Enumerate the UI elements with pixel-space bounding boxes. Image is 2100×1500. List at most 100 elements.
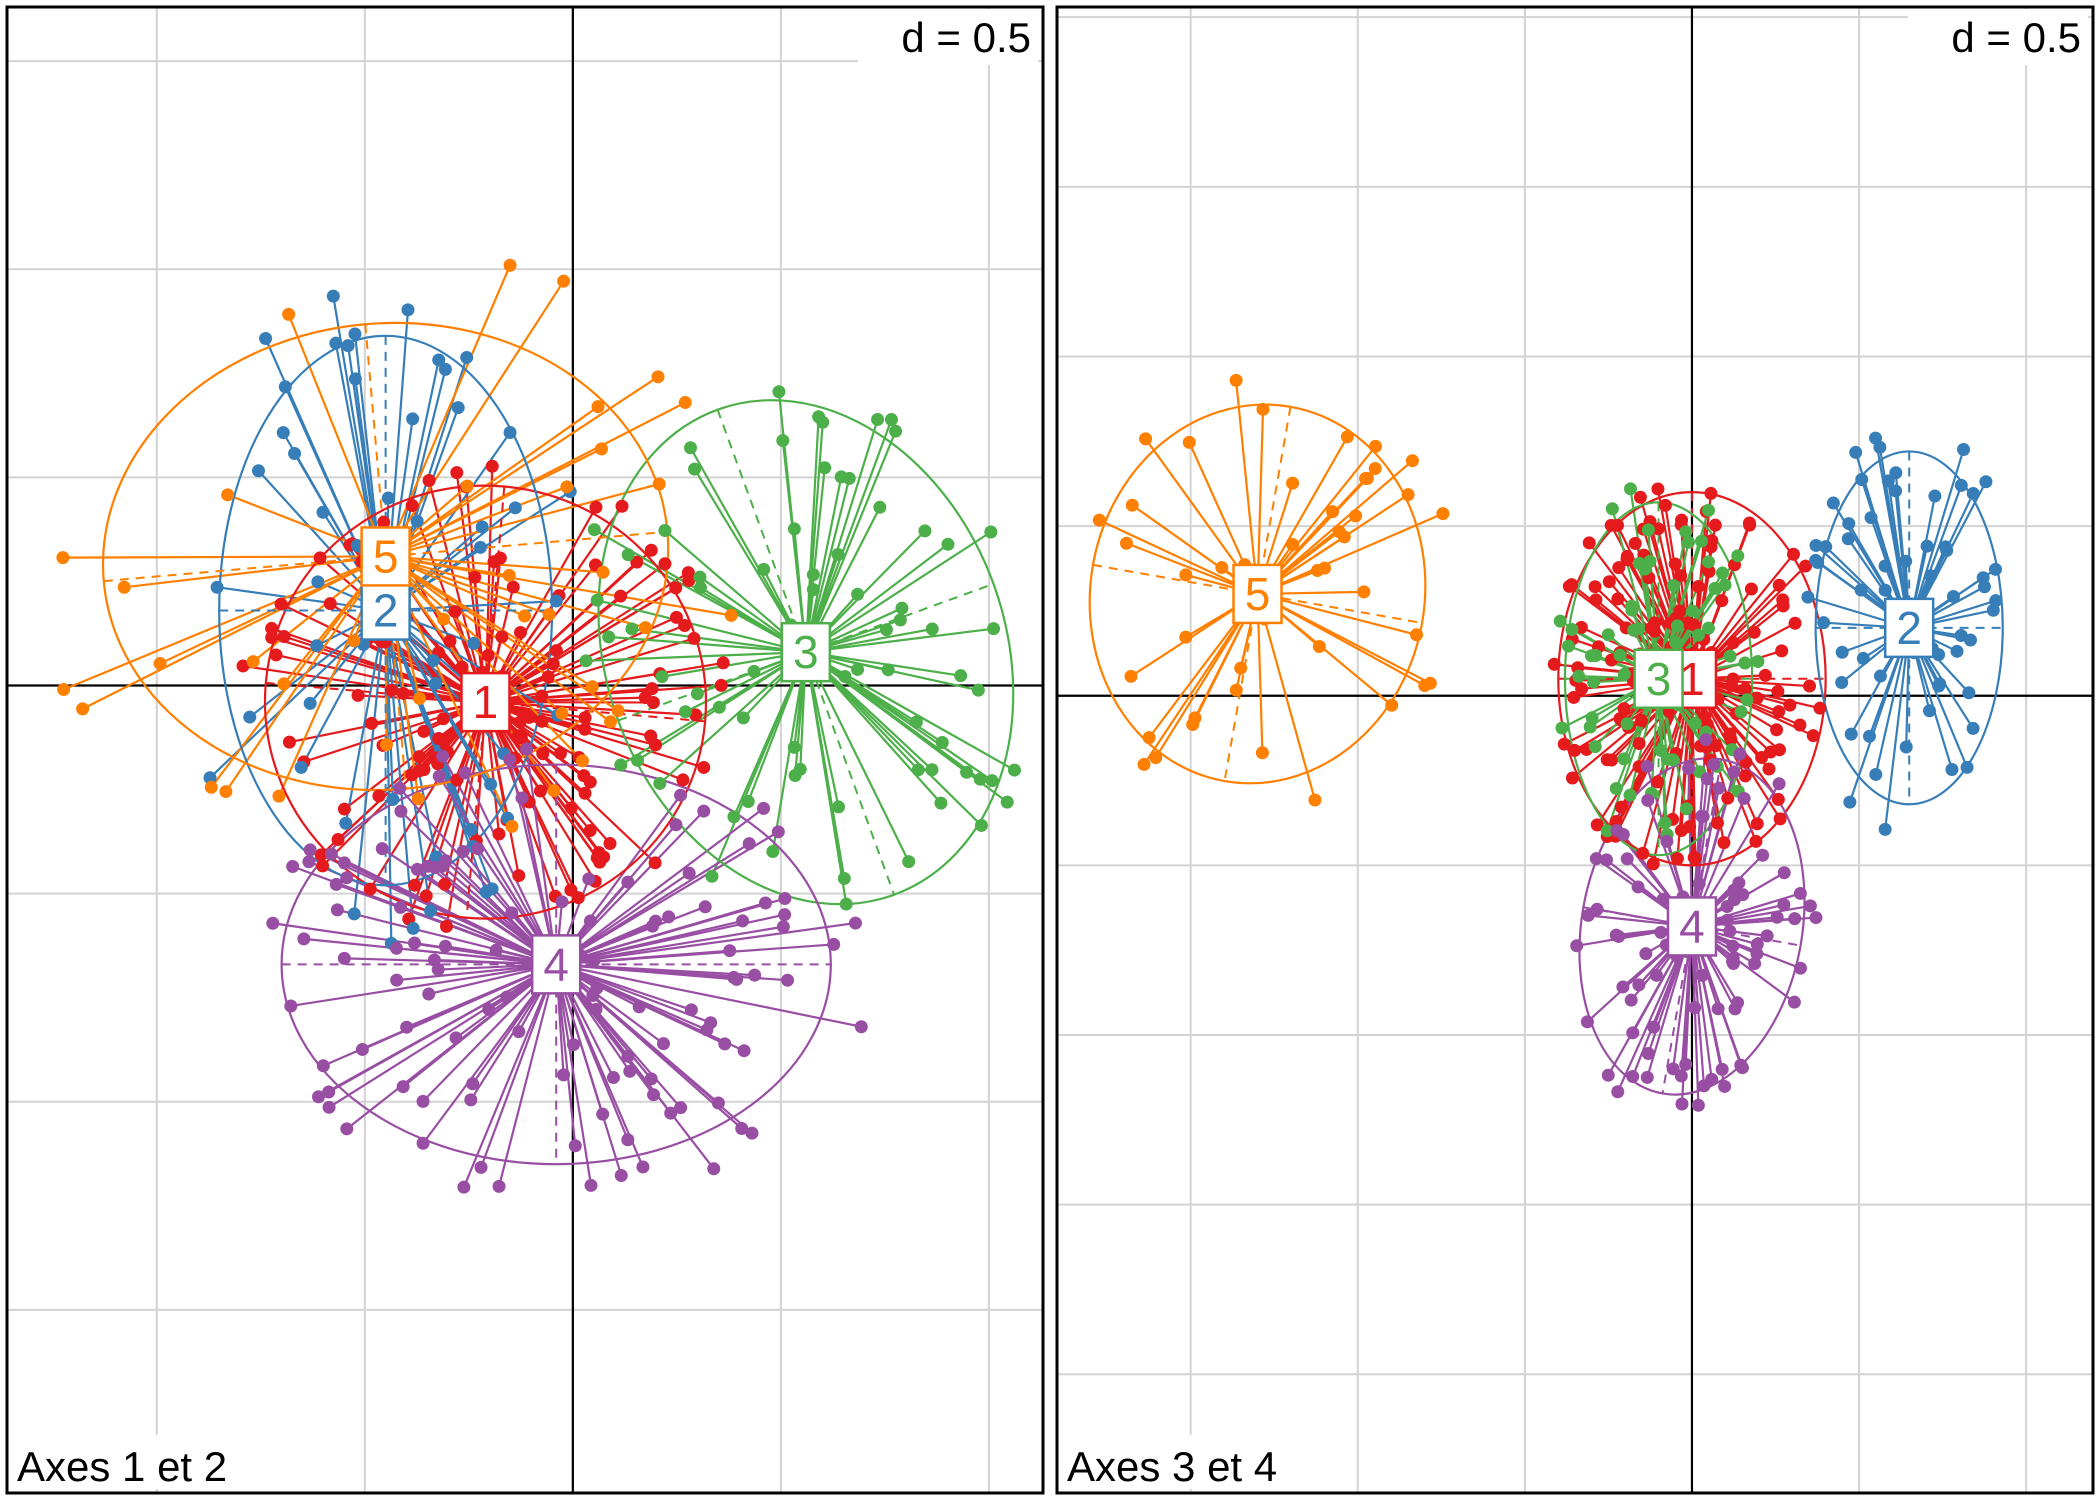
class-2-ray xyxy=(385,609,559,717)
class-1-point xyxy=(405,768,419,782)
class-3-point xyxy=(1666,578,1680,592)
class-2-point xyxy=(1988,562,2002,576)
class-5-ray xyxy=(82,555,387,710)
class-1-point xyxy=(1683,820,1697,834)
class-2-point xyxy=(1817,616,1831,630)
class-5-point xyxy=(1332,525,1346,539)
class-1-point xyxy=(1668,557,1682,571)
class-1-point xyxy=(1704,540,1718,554)
class-5-point xyxy=(1286,537,1300,551)
class-4-point xyxy=(1734,1058,1748,1072)
panel-axes-1-2: 1 2 3 4 5 d = 0.5 Axes 1 et 2 xyxy=(5,5,1045,1495)
class-1-point xyxy=(1772,743,1786,757)
class-4-point xyxy=(1715,1062,1729,1076)
class-1-point xyxy=(1738,682,1752,696)
class-3-point xyxy=(925,622,939,636)
class-1-point xyxy=(1721,791,1735,805)
class-1-point xyxy=(337,802,351,816)
class-3-point xyxy=(954,669,968,683)
class-label-box xyxy=(460,671,511,733)
class-2-point xyxy=(432,353,446,367)
class-4-point xyxy=(1793,961,1807,975)
class-4-point xyxy=(1626,1070,1640,1084)
class-1-point xyxy=(1786,547,1800,561)
class-1-point xyxy=(1770,723,1784,737)
class-4-point xyxy=(340,1122,354,1136)
class-4-point xyxy=(286,859,300,873)
class-3-ray xyxy=(710,651,807,877)
class-2-point xyxy=(1811,555,1825,569)
class-4-point xyxy=(324,847,338,861)
class-4-point xyxy=(1696,810,1710,824)
class-5-point xyxy=(502,568,516,582)
class-2-point xyxy=(1878,583,1892,597)
corner-label-background xyxy=(9,1435,279,1489)
class-4-point xyxy=(698,900,712,914)
class-1-point xyxy=(603,837,617,851)
class-2-point xyxy=(503,425,517,439)
class-4-ray xyxy=(290,963,557,1008)
class-1-point xyxy=(535,714,549,728)
class-label-text: 1 xyxy=(473,676,499,728)
class-2-point xyxy=(316,505,330,519)
class-4-point xyxy=(614,1168,628,1182)
class-5-point xyxy=(518,609,532,623)
class-1-point xyxy=(1565,771,1579,785)
class-3-point xyxy=(941,537,955,551)
class-4-point xyxy=(1666,1062,1680,1076)
class-1-point xyxy=(450,466,464,480)
class-4-point xyxy=(431,963,445,977)
class-5-point xyxy=(1229,373,1243,387)
class-4-ray xyxy=(555,963,720,1104)
class-4-point xyxy=(330,903,344,917)
class-3-point xyxy=(1738,656,1752,670)
class-1-point xyxy=(535,689,549,703)
class-4-point xyxy=(827,937,841,951)
class-5-point xyxy=(560,480,574,494)
class-4-point xyxy=(1631,880,1645,894)
class-4-point xyxy=(1640,1070,1654,1084)
class-3-point xyxy=(973,772,987,786)
class-4-ray xyxy=(400,810,557,966)
class-4-point xyxy=(500,990,514,1004)
class-5-point xyxy=(1137,757,1151,771)
class-1-point xyxy=(536,747,550,761)
class-2-point xyxy=(467,636,481,650)
class-1-point xyxy=(1708,518,1722,532)
class-4-point xyxy=(723,944,737,958)
class-1-point xyxy=(1750,691,1764,705)
class-1-point xyxy=(269,648,283,662)
class-1-point xyxy=(365,716,379,730)
panel-title-axes-1-2: Axes 1 et 2 xyxy=(17,1443,227,1490)
class-5-point xyxy=(1368,462,1382,476)
class-2-ray xyxy=(384,610,432,911)
class-2-point xyxy=(329,336,343,350)
class-2-point xyxy=(410,514,424,528)
class-4-point xyxy=(623,1064,637,1078)
class-2-point xyxy=(1844,727,1858,741)
class-1-point xyxy=(1772,705,1786,719)
class-1-point xyxy=(681,566,695,580)
class-5-ray xyxy=(385,555,550,616)
class-1-point xyxy=(571,891,585,905)
class-4-point xyxy=(355,1042,369,1056)
class-3-point xyxy=(1620,717,1634,731)
class-label-box xyxy=(1883,597,1935,659)
class-3-ray xyxy=(805,651,983,827)
class-5-point xyxy=(1229,683,1243,697)
class-1-point xyxy=(1614,800,1628,814)
class-3-point xyxy=(614,758,628,772)
class-3-point xyxy=(881,663,895,677)
class-5-point xyxy=(1423,676,1437,690)
class-3-point xyxy=(1600,824,1614,838)
class-4-point xyxy=(566,1038,580,1052)
class-2-point xyxy=(1920,539,1934,553)
class-2-point xyxy=(1878,559,1892,573)
class-5-ellipse-axis xyxy=(364,324,407,789)
class-1-point xyxy=(408,878,422,892)
class-1-point xyxy=(396,686,410,700)
class-3-ray xyxy=(805,651,993,782)
class-5-point xyxy=(591,400,605,414)
class-4-point xyxy=(781,973,795,987)
